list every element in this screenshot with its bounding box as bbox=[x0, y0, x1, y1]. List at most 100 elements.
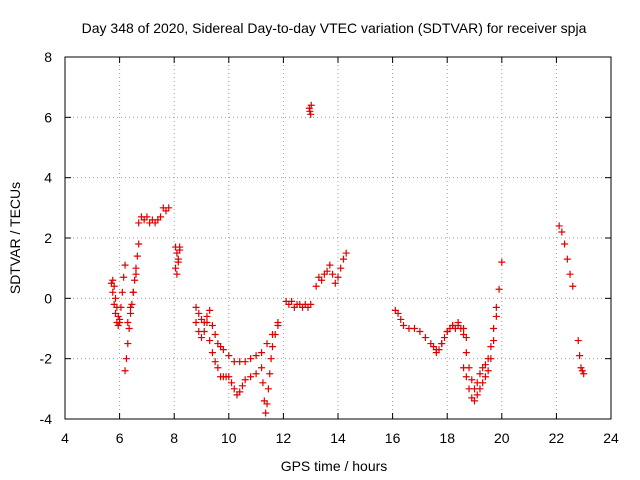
data-point bbox=[258, 364, 266, 372]
data-point bbox=[225, 373, 233, 381]
x-tick-label: 18 bbox=[439, 430, 455, 446]
data-point bbox=[241, 376, 249, 384]
x-tick-label: 22 bbox=[549, 430, 565, 446]
data-point bbox=[219, 346, 227, 354]
data-point bbox=[132, 264, 140, 272]
data-point bbox=[238, 382, 246, 390]
data-point bbox=[465, 364, 473, 372]
data-point bbox=[498, 258, 506, 266]
x-tick-label: 16 bbox=[385, 430, 401, 446]
data-point bbox=[133, 252, 141, 260]
data-point bbox=[495, 285, 503, 293]
data-point bbox=[120, 273, 128, 281]
x-tick-label: 24 bbox=[603, 430, 619, 446]
x-tick-label: 12 bbox=[276, 430, 292, 446]
data-point bbox=[198, 334, 205, 342]
x-tick-label: 6 bbox=[116, 430, 124, 446]
x-tick-label: 4 bbox=[61, 430, 69, 446]
data-point bbox=[476, 370, 484, 378]
data-point bbox=[127, 303, 135, 311]
data-point bbox=[132, 270, 140, 278]
data-point bbox=[421, 334, 429, 342]
data-point bbox=[460, 331, 468, 339]
data-point bbox=[473, 391, 481, 399]
x-tick-label: 8 bbox=[170, 430, 178, 446]
x-tick-label: 20 bbox=[494, 430, 510, 446]
data-point bbox=[135, 240, 143, 248]
data-point bbox=[230, 385, 238, 393]
data-point bbox=[110, 282, 118, 290]
series-segment-9 bbox=[258, 318, 282, 417]
x-tick-label: 10 bbox=[221, 430, 237, 446]
series-segment-18 bbox=[574, 337, 588, 378]
data-point bbox=[192, 318, 200, 326]
data-point bbox=[121, 367, 129, 375]
data-point bbox=[561, 240, 569, 248]
data-point bbox=[438, 340, 446, 348]
data-point bbox=[114, 312, 122, 320]
data-point bbox=[176, 243, 184, 251]
series-segment-2 bbox=[109, 276, 124, 326]
data-point bbox=[259, 379, 267, 387]
y-tick-label: 4 bbox=[44, 170, 52, 186]
data-point bbox=[487, 343, 495, 351]
data-point bbox=[258, 349, 266, 357]
data-point bbox=[574, 337, 582, 345]
data-point bbox=[578, 367, 586, 375]
data-point bbox=[192, 303, 200, 311]
data-point bbox=[331, 279, 339, 287]
data-point bbox=[124, 318, 132, 326]
series-segment-10 bbox=[282, 297, 315, 311]
data-point bbox=[113, 303, 121, 311]
data-point bbox=[266, 370, 274, 378]
data-point bbox=[124, 340, 132, 348]
data-point bbox=[307, 110, 315, 118]
series-segment-4 bbox=[124, 270, 140, 326]
data-point bbox=[394, 309, 402, 317]
data-point bbox=[109, 288, 117, 296]
data-point bbox=[116, 318, 124, 326]
data-point bbox=[208, 321, 216, 329]
data-point bbox=[400, 321, 408, 329]
grid-lines bbox=[65, 57, 611, 419]
data-point bbox=[323, 267, 331, 275]
x-tick-label: 14 bbox=[330, 430, 346, 446]
y-tick-label: 8 bbox=[44, 49, 52, 65]
data-point bbox=[114, 321, 122, 329]
data-point bbox=[200, 328, 208, 336]
data-point bbox=[307, 300, 315, 308]
data-point bbox=[307, 101, 315, 109]
data-point bbox=[492, 303, 500, 311]
data-point bbox=[252, 352, 260, 360]
data-point bbox=[208, 349, 216, 357]
data-point bbox=[225, 352, 233, 360]
data-point bbox=[484, 367, 492, 375]
chart-title: Day 348 of 2020, Sidereal Day-to-day VTE… bbox=[82, 20, 587, 36]
y-axis-label: SDTVAR / TECUs bbox=[7, 182, 23, 294]
data-point bbox=[127, 309, 135, 317]
y-tick-label: -2 bbox=[40, 351, 53, 367]
data-point bbox=[563, 255, 571, 263]
data-point bbox=[329, 270, 337, 278]
data-point bbox=[580, 370, 588, 378]
data-point bbox=[490, 325, 498, 332]
data-point bbox=[337, 264, 345, 272]
data-point bbox=[247, 373, 255, 381]
data-point bbox=[121, 261, 129, 269]
data-point bbox=[267, 355, 275, 363]
series-segment-6 bbox=[172, 243, 184, 278]
data-point bbox=[318, 276, 326, 284]
series-segment-14 bbox=[430, 321, 468, 357]
data-point bbox=[262, 409, 270, 417]
data-point bbox=[172, 264, 180, 272]
data-point bbox=[416, 328, 424, 336]
data-point bbox=[125, 325, 133, 332]
data-point bbox=[206, 337, 214, 345]
data-point bbox=[174, 258, 182, 266]
data-point bbox=[481, 361, 489, 369]
data-point bbox=[326, 261, 334, 269]
data-point bbox=[131, 276, 139, 284]
data-point bbox=[468, 376, 476, 384]
